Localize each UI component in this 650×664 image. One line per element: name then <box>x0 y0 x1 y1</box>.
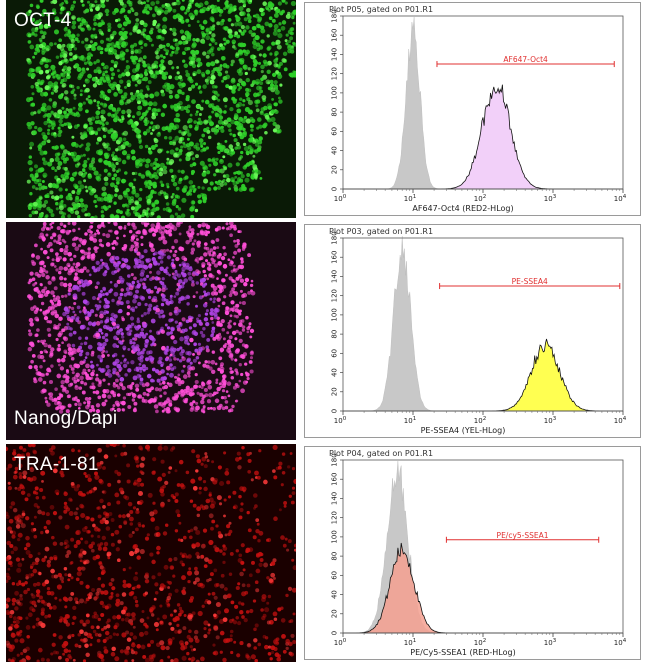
gate-label: PE-SSEA4 <box>512 277 548 286</box>
micrograph-tra: TRA-1-81 <box>6 444 296 662</box>
y-tick-label: 20 <box>330 165 338 174</box>
y-tick-label: 140 <box>330 270 338 283</box>
y-tick-label: 120 <box>330 511 338 524</box>
x-tick-label: 102 <box>474 194 486 203</box>
y-tick-label: 140 <box>330 492 338 505</box>
plot-title: Plot P03, gated on P01.R1 <box>329 227 433 236</box>
x-tick-label: 104 <box>614 638 627 647</box>
x-tick-label: 103 <box>544 194 557 203</box>
plot-frame <box>342 237 624 412</box>
y-tick-label: 180 <box>330 453 338 466</box>
micrograph-oct4: OCT-4 <box>6 0 296 218</box>
flow-histogram-ssea4: Plot P03, gated on P01.R1 0 20 40 60 80 100 120… <box>329 227 627 435</box>
x-axis-label: AF647-Oct4 (RED2-HLog) <box>412 204 513 213</box>
x-tick-label: 100 <box>334 194 347 203</box>
histogram-series-sample <box>343 84 623 190</box>
y-tick-label: 140 <box>330 48 338 61</box>
y-tick-label: 40 <box>330 368 338 377</box>
plot-title: Plot P05, gated on P01.R1 <box>329 5 433 14</box>
flow-histogram-panel-oct4: Plot P05, gated on P01.R1 0 20 40 60 80 100 120… <box>304 2 641 216</box>
y-tick-label: 20 <box>330 609 338 618</box>
micrograph-nanog: Nanog/Dapi <box>6 222 296 440</box>
y-tick-label: 0 <box>330 187 338 191</box>
x-tick-label: 100 <box>334 638 347 647</box>
micrograph-label: OCT-4 <box>14 10 72 31</box>
y-tick-label: 100 <box>330 86 338 99</box>
x-axis-label: PE-SSEA4 (YEL-HLog) <box>421 426 506 435</box>
row-oct4: OCT-4 Plot P05, gated on P01.R1 0 20 40 60 80… <box>0 0 650 218</box>
cell-texture <box>27 222 256 414</box>
flow-histogram-panel-ssea4: Plot P03, gated on P01.R1 0 20 40 60 80 100 120… <box>304 224 641 438</box>
micrograph-oct4-image <box>6 0 296 218</box>
micrograph-label: TRA-1-81 <box>14 454 99 475</box>
y-tick-label: 80 <box>330 552 338 561</box>
micrograph-nanog-image <box>6 222 296 440</box>
x-tick-label: 102 <box>474 416 486 425</box>
y-tick-label: 120 <box>330 67 338 80</box>
flow-histogram-oct4: Plot P05, gated on P01.R1 0 20 40 60 80 100 120… <box>329 5 627 213</box>
y-tick-label: 60 <box>330 349 338 358</box>
x-tick-label: 103 <box>544 416 557 425</box>
histogram-series-control <box>343 236 623 412</box>
x-tick-label: 102 <box>474 638 486 647</box>
x-tick-label: 104 <box>614 416 627 425</box>
row-tra: TRA-1-81 Plot P04, gated on P01.R1 0 20 40 6… <box>0 444 650 662</box>
gate-label: PE/cy5-SSEA1 <box>497 531 549 540</box>
y-tick-label: 40 <box>330 590 338 599</box>
y-tick-label: 180 <box>330 231 338 244</box>
y-tick-label: 100 <box>330 530 338 543</box>
y-tick-label: 100 <box>330 308 338 321</box>
y-tick-label: 120 <box>330 289 338 302</box>
flow-histogram-panel-ssea1: Plot P04, gated on P01.R1 0 20 40 60 80 100 120… <box>304 446 641 660</box>
y-tick-label: 180 <box>330 9 338 22</box>
x-tick-label: 100 <box>334 416 347 425</box>
y-tick-label: 40 <box>330 146 338 155</box>
y-tick-label: 80 <box>330 108 338 117</box>
micrograph-label: Nanog/Dapi <box>14 408 118 429</box>
plot-title: Plot P04, gated on P01.R1 <box>329 449 433 458</box>
y-tick-label: 0 <box>330 409 338 413</box>
y-tick-label: 0 <box>330 631 338 635</box>
y-tick-label: 160 <box>330 251 338 264</box>
cell-texture <box>25 0 296 218</box>
x-tick-label: 101 <box>404 416 416 425</box>
y-tick-label: 160 <box>330 473 338 486</box>
y-tick-label: 60 <box>330 127 338 136</box>
x-tick-label: 101 <box>404 194 416 203</box>
x-tick-label: 104 <box>614 194 627 203</box>
y-tick-label: 80 <box>330 330 338 339</box>
y-tick-label: 160 <box>330 29 338 42</box>
row-nanog: Nanog/Dapi Plot P03, gated on P01.R1 0 20 4… <box>0 222 650 440</box>
x-tick-label: 103 <box>544 638 557 647</box>
y-tick-label: 60 <box>330 571 338 580</box>
cell-texture <box>6 444 296 662</box>
y-tick-label: 20 <box>330 387 338 396</box>
micrograph-tra-image <box>6 444 296 662</box>
x-tick-label: 101 <box>404 638 416 647</box>
flow-histogram-ssea1: Plot P04, gated on P01.R1 0 20 40 60 80 100 120… <box>329 449 627 657</box>
gate-label: AF647-Oct4 <box>503 55 548 64</box>
x-axis-label: PE/Cy5-SSEA1 (RED-HLog) <box>410 648 515 657</box>
